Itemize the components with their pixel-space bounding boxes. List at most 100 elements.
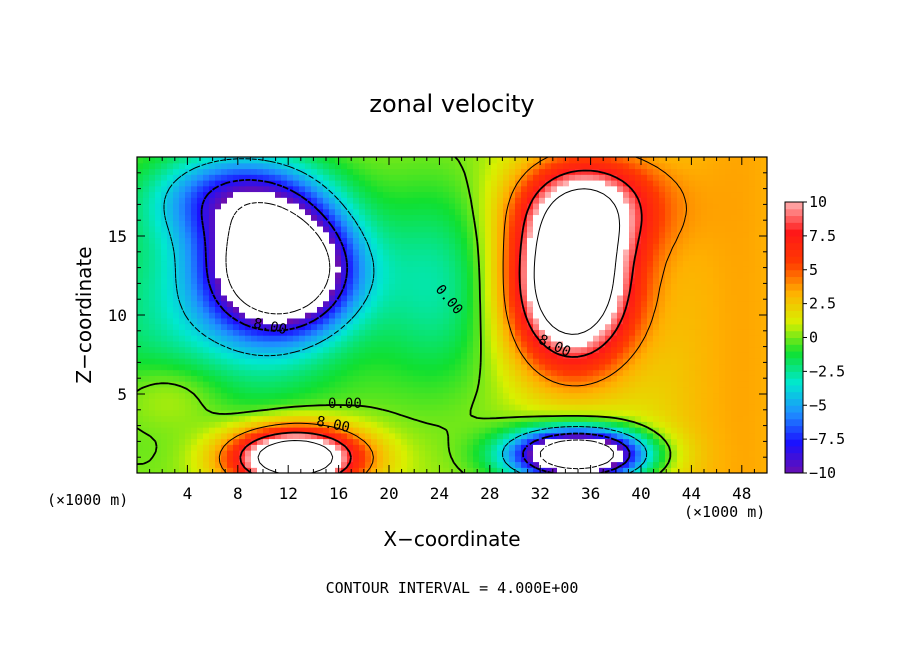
field-cell <box>497 427 504 434</box>
field-cell <box>473 306 480 313</box>
field-cell <box>575 369 582 376</box>
field-cell <box>173 450 180 457</box>
field-cell <box>323 415 330 422</box>
field-cell <box>293 317 300 325</box>
field-cell <box>665 329 672 336</box>
field-cell <box>641 289 648 296</box>
field-cell <box>287 231 294 239</box>
field-cell <box>413 254 420 262</box>
field-cell <box>551 358 558 365</box>
field-cell <box>269 421 276 428</box>
field-cell <box>491 329 498 336</box>
field-cell <box>635 375 642 382</box>
field-cell <box>509 317 516 325</box>
field-cell <box>311 392 318 399</box>
field-cell <box>221 421 228 428</box>
field-cell <box>233 323 240 330</box>
field-cell <box>365 157 372 164</box>
field-cell <box>545 427 552 434</box>
field-cell <box>347 271 354 279</box>
field-cell <box>335 254 342 262</box>
field-cell <box>569 421 576 428</box>
field-cell <box>461 243 468 250</box>
field-cell <box>473 277 480 284</box>
field-cell <box>593 352 600 359</box>
field-cell <box>203 421 210 428</box>
field-cell <box>293 306 300 313</box>
field-cell <box>593 363 600 371</box>
field-cell <box>269 185 276 193</box>
field-cell <box>575 381 582 388</box>
field-cell <box>167 185 174 193</box>
field-cell <box>239 335 246 342</box>
field-cell <box>413 237 420 244</box>
field-cell <box>281 317 288 325</box>
field-cell <box>239 202 246 210</box>
field-cell <box>491 427 498 434</box>
field-cell <box>389 162 396 170</box>
field-cell <box>191 404 198 411</box>
field-cell <box>623 461 630 468</box>
field-cell <box>479 271 486 279</box>
field-cell <box>665 398 672 405</box>
field-cell <box>665 277 672 284</box>
field-cell <box>155 260 162 267</box>
field-cell <box>521 409 528 417</box>
field-cell <box>185 381 192 388</box>
field-cell <box>413 392 420 399</box>
field-cell <box>239 358 246 365</box>
field-cell <box>671 202 678 210</box>
field-cell <box>635 283 642 290</box>
field-cell <box>191 277 198 284</box>
field-cell <box>443 346 450 353</box>
field-cell <box>263 386 270 394</box>
field-cell <box>581 317 588 325</box>
field-cell <box>359 208 366 216</box>
field-cell <box>497 363 504 371</box>
field-cell <box>221 363 228 371</box>
field-cell <box>473 157 480 164</box>
field-cell <box>617 283 624 290</box>
field-cell <box>437 404 444 411</box>
field-cell <box>611 225 618 233</box>
field-cell <box>527 404 534 411</box>
field-cell <box>173 260 180 267</box>
field-cell <box>311 283 318 290</box>
field-cell <box>515 335 522 342</box>
field-cell <box>509 398 516 405</box>
field-cell <box>665 248 672 256</box>
field-cell <box>269 415 276 422</box>
field-cell <box>155 438 162 445</box>
field-cell <box>473 220 480 227</box>
field-cell <box>305 168 312 175</box>
field-cell <box>155 398 162 405</box>
field-cell <box>359 202 366 210</box>
field-cell <box>353 427 360 434</box>
field-cell <box>281 323 288 330</box>
field-cell <box>335 335 342 342</box>
field-cell <box>551 254 558 262</box>
field-cell <box>449 415 456 422</box>
field-cell <box>395 202 402 210</box>
field-cell <box>407 237 414 244</box>
field-cell <box>473 260 480 267</box>
field-cell <box>665 185 672 193</box>
field-cell <box>599 352 606 359</box>
field-cell <box>329 323 336 330</box>
field-cell <box>545 174 552 181</box>
field-cell <box>503 168 510 175</box>
field-cell <box>653 179 660 187</box>
field-cell <box>149 421 156 428</box>
field-cell <box>605 386 612 394</box>
field-cell <box>647 174 654 181</box>
field-cell <box>527 271 534 279</box>
field-cell <box>443 260 450 267</box>
field-cell <box>467 260 474 267</box>
field-cell <box>647 432 654 440</box>
field-cell <box>185 225 192 233</box>
field-cell <box>173 467 180 473</box>
field-cell <box>245 208 252 216</box>
field-cell <box>557 444 564 451</box>
field-cell <box>233 225 240 233</box>
field-cell <box>365 323 372 330</box>
